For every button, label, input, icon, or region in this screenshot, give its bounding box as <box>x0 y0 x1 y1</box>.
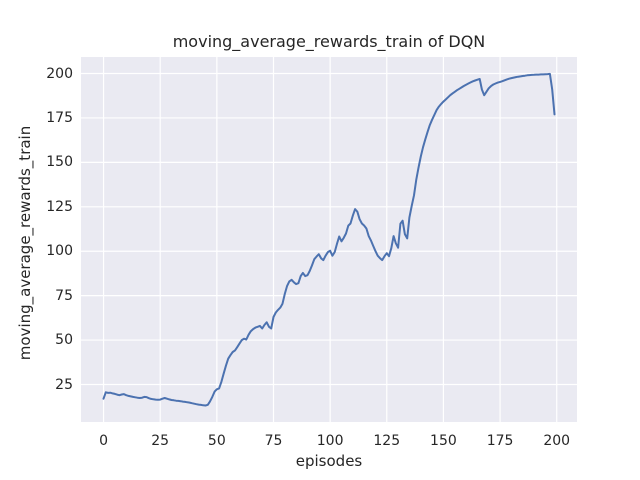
x-tick-label: 0 <box>99 433 108 449</box>
x-tick-label: 150 <box>430 433 457 449</box>
y-tick-label: 50 <box>55 332 73 349</box>
chart-title: moving_average_rewards_train of DQN <box>172 32 486 51</box>
x-tick-label: 200 <box>543 433 571 449</box>
x-tick-label: 175 <box>486 433 514 449</box>
data-line <box>102 72 556 407</box>
y-tick-label: 175 <box>46 109 73 126</box>
axes-background <box>81 57 577 422</box>
y-tick-label: 200 <box>46 65 73 82</box>
y-tick-label: 100 <box>46 243 73 260</box>
x-tick-label: 100 <box>316 433 344 449</box>
x-tick-label: 75 <box>264 433 283 449</box>
x-tick-label: 125 <box>373 433 401 449</box>
x-axis-label: episodes <box>295 452 363 470</box>
x-tick-label: 25 <box>151 433 170 449</box>
y-tick-label: 25 <box>55 376 73 393</box>
x-tick-label: 50 <box>207 433 226 449</box>
y-tick-label: 75 <box>55 287 73 304</box>
y-tick-label: 125 <box>46 198 73 215</box>
y-axis-label: moving_average_rewards_train <box>16 125 34 361</box>
y-tick-label: 150 <box>46 154 73 171</box>
